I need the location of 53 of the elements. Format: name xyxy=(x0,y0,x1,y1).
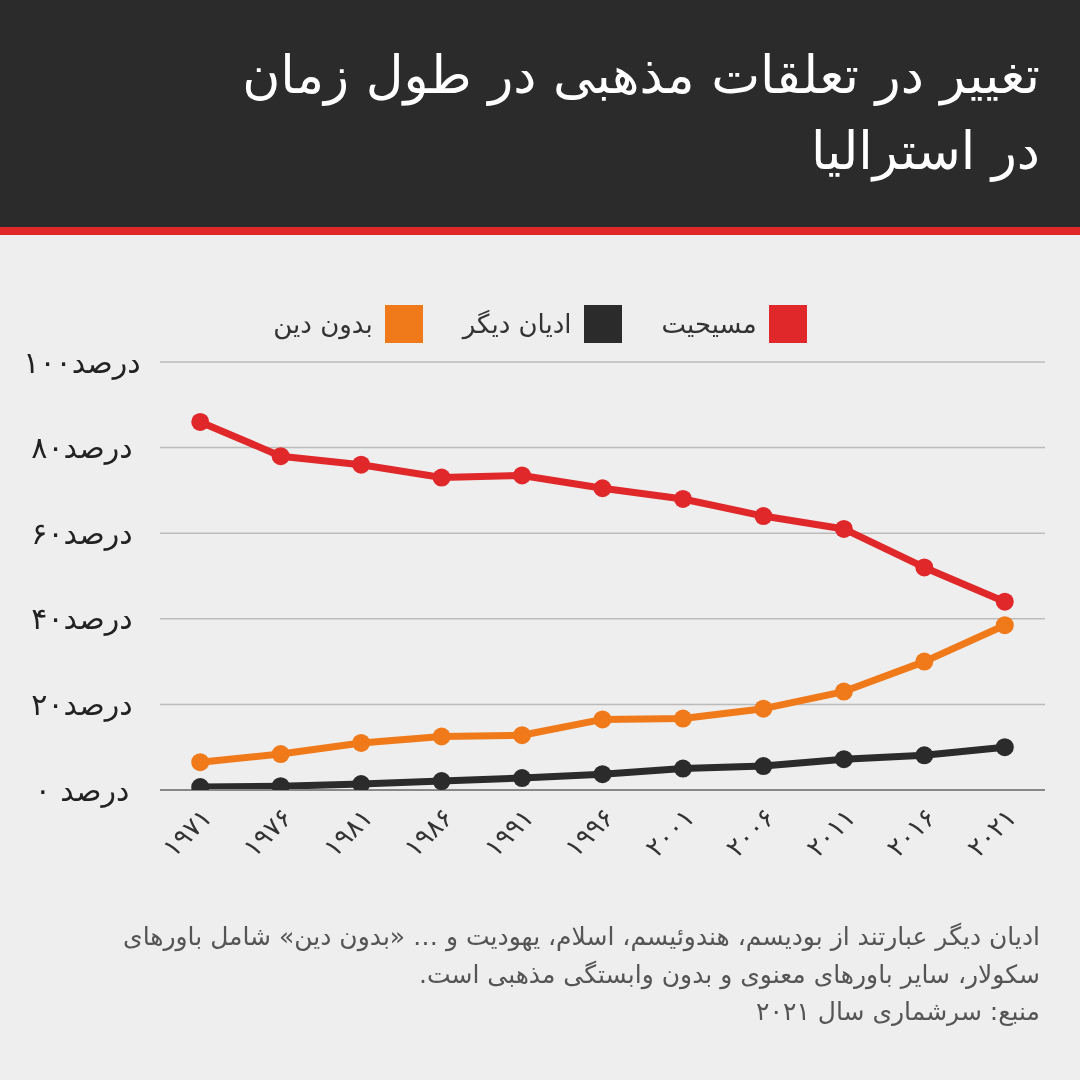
point xyxy=(915,746,934,765)
y-tick-label: ۸۰درصد xyxy=(31,430,133,466)
point xyxy=(593,710,612,729)
point xyxy=(995,738,1014,757)
y-tick-label: ۰ درصد xyxy=(34,772,130,808)
x-tick-label: ۲۰۰۱ xyxy=(639,802,701,863)
point xyxy=(513,769,532,788)
x-tick-label: ۲۰۰۶ xyxy=(719,802,781,863)
x-tick-label: ۱۹۷۶ xyxy=(237,802,298,863)
x-tick-label: ۱۹۹۶ xyxy=(559,802,620,863)
point xyxy=(191,412,210,431)
x-tick-label: ۱۹۹۱ xyxy=(478,802,540,863)
point xyxy=(995,592,1014,611)
x-tick-label: ۱۹۷۱ xyxy=(156,802,218,863)
x-tick-label: ۲۰۲۱ xyxy=(961,802,1023,863)
point xyxy=(834,750,853,769)
point xyxy=(593,765,612,784)
point xyxy=(754,507,773,526)
y-tick-label: ۴۰درصد xyxy=(31,601,133,637)
point xyxy=(754,757,773,776)
chart-title: تغییر در تعلقات مذهبی در طول زمان در استرالیا xyxy=(241,44,1040,184)
point xyxy=(834,519,853,538)
legend-label: بدون دین xyxy=(273,309,373,339)
text: ادیان دیگر عبارتند از بودیسم، هندوئیسم، اسلام، یهودیت و … «بدون دین» شامل باورهای سکولار، سایر باورهای معنوی و بدون وابستگی مذهبی است. xyxy=(122,921,1040,992)
text: منبع: سرشماری سال ۲۰۲۱ xyxy=(755,996,1040,1028)
point xyxy=(271,745,290,764)
point xyxy=(834,682,853,701)
point xyxy=(271,447,290,466)
x-tick-label: ۲۰۱۱ xyxy=(800,802,862,863)
y-tick-label: ۱۰۰درصد xyxy=(23,344,141,380)
y-tick-label: ۶۰درصد xyxy=(31,515,133,551)
point xyxy=(352,455,371,474)
point xyxy=(593,479,612,498)
point xyxy=(432,772,451,790)
point xyxy=(513,726,532,745)
legend-label: مسیحیت xyxy=(661,309,757,339)
point xyxy=(191,753,210,772)
point xyxy=(432,727,451,746)
point xyxy=(915,558,934,577)
point xyxy=(995,616,1014,635)
x-tick-label: ۱۹۸۶ xyxy=(398,802,459,863)
point xyxy=(754,699,773,718)
point xyxy=(915,652,934,671)
point xyxy=(673,489,692,508)
x-tick-label: ۱۹۸۱ xyxy=(317,802,379,863)
point xyxy=(673,759,692,778)
point xyxy=(352,733,371,752)
x-tick-label: ۲۰۱۶ xyxy=(880,802,942,863)
point xyxy=(432,468,451,487)
point xyxy=(513,466,532,485)
y-tick-label: ۲۰درصد xyxy=(31,687,133,723)
legend-label: ادیان دیگر xyxy=(462,309,572,339)
point xyxy=(673,709,692,728)
